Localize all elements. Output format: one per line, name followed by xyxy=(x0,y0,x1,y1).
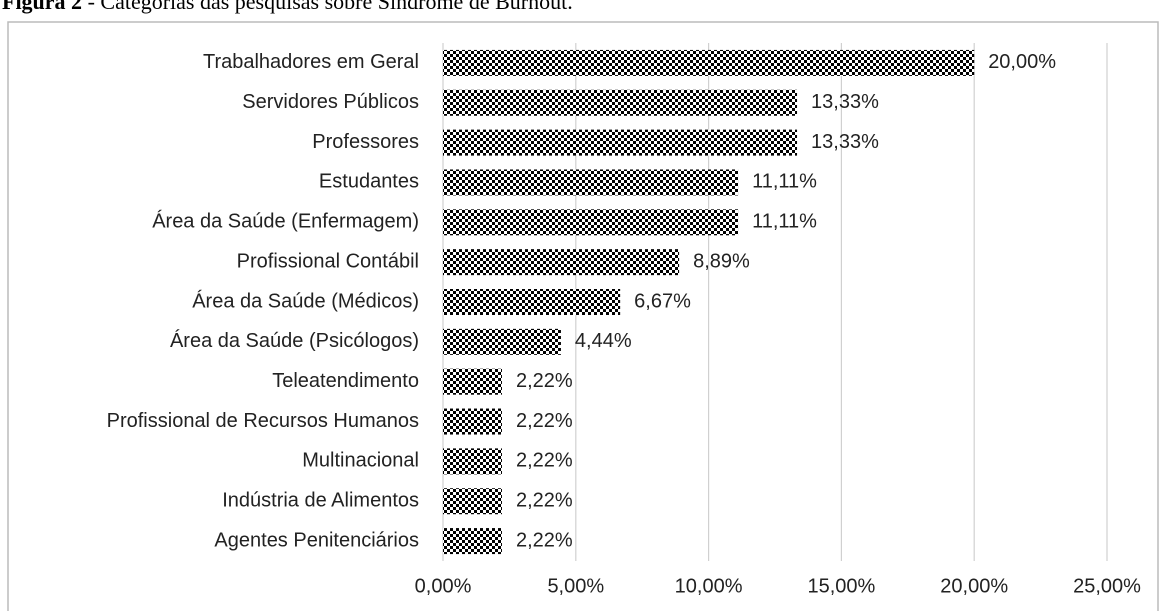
value-label: 2,22% xyxy=(516,490,573,512)
bar xyxy=(443,89,798,116)
value-label: 2,22% xyxy=(516,410,573,432)
x-tick-label: 25,00% xyxy=(1073,575,1141,597)
bar xyxy=(443,129,798,156)
y-tick-label: Teleatendimento xyxy=(272,370,419,392)
y-tick-label: Área da Saúde (Médicos) xyxy=(192,289,419,312)
value-label: 2,22% xyxy=(516,450,573,472)
bar xyxy=(443,49,975,76)
bar xyxy=(443,289,621,315)
bar xyxy=(443,249,680,276)
value-label: 13,33% xyxy=(811,91,879,113)
caption: Figura 2 - Categorias das pesquisas sobr… xyxy=(2,0,573,14)
value-label: 11,11% xyxy=(752,211,817,233)
y-tick-label: Agentes Penitenciários xyxy=(214,529,419,551)
x-tick-label: 15,00% xyxy=(807,575,875,597)
y-tick-label: Professores xyxy=(312,131,419,153)
value-label: 8,89% xyxy=(693,250,750,272)
caption-text: - Categorias das pesquisas sobre Síndrom… xyxy=(82,0,573,14)
y-tick-label: Servidores Públicos xyxy=(242,91,419,113)
bar xyxy=(443,169,739,196)
y-tick-label: Área da Saúde (Enfermagem) xyxy=(152,210,419,233)
value-label: 20,00% xyxy=(988,51,1056,73)
chart-frame xyxy=(7,21,1159,611)
x-tick-label: 10,00% xyxy=(675,575,743,597)
bar xyxy=(443,368,502,395)
y-tick-label: Indústria de Alimentos xyxy=(222,490,419,512)
y-tick-label: Estudantes xyxy=(319,171,419,193)
x-tick-label: 0,00% xyxy=(415,575,472,597)
x-tick-label: 5,00% xyxy=(547,575,604,597)
x-tick-label: 20,00% xyxy=(940,575,1008,597)
y-tick-label: Trabalhadores em Geral xyxy=(203,51,419,73)
y-tick-label: Profissional de Recursos Humanos xyxy=(107,410,419,432)
value-label: 13,33% xyxy=(811,131,879,153)
y-tick-label: Área da Saúde (Psicólogos) xyxy=(170,329,419,352)
bar xyxy=(443,328,561,355)
bar xyxy=(443,408,502,435)
value-label: 4,44% xyxy=(575,330,632,352)
y-tick-label: Multinacional xyxy=(302,450,419,472)
y-tick-label: Profissional Contábil xyxy=(237,250,419,272)
value-label: 2,22% xyxy=(516,370,573,392)
bar xyxy=(443,528,502,555)
value-label: 6,67% xyxy=(634,290,691,312)
bar xyxy=(443,488,502,515)
value-label: 11,11% xyxy=(752,171,817,193)
bar xyxy=(443,448,502,475)
bar xyxy=(443,209,739,236)
value-label: 2,22% xyxy=(516,529,573,551)
caption-label: Figura 2 xyxy=(2,0,82,14)
